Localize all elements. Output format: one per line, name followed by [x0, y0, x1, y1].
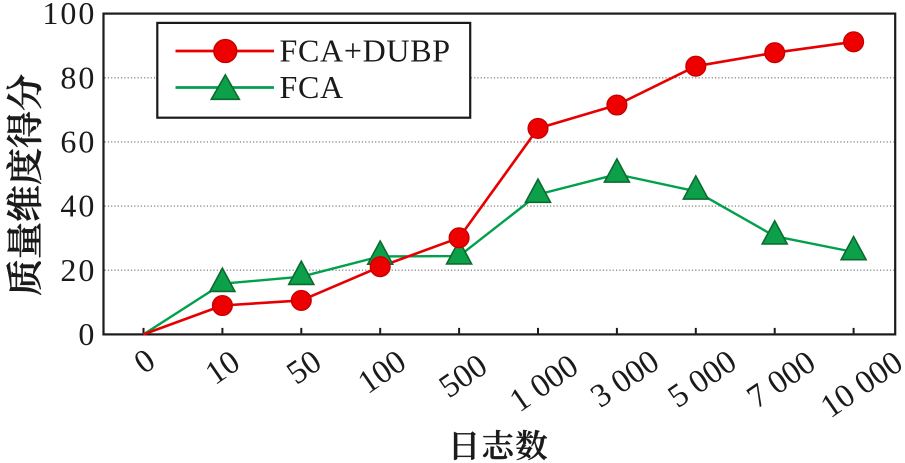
svg-text:100: 100: [42, 0, 96, 31]
svg-text:0: 0: [78, 316, 96, 352]
svg-text:20: 20: [60, 252, 96, 288]
svg-text:FCA: FCA: [280, 69, 344, 105]
svg-text:FCA+DUBP: FCA+DUBP: [280, 33, 451, 69]
svg-text:40: 40: [60, 188, 96, 224]
svg-text:80: 80: [60, 59, 96, 95]
svg-text:60: 60: [60, 124, 96, 160]
